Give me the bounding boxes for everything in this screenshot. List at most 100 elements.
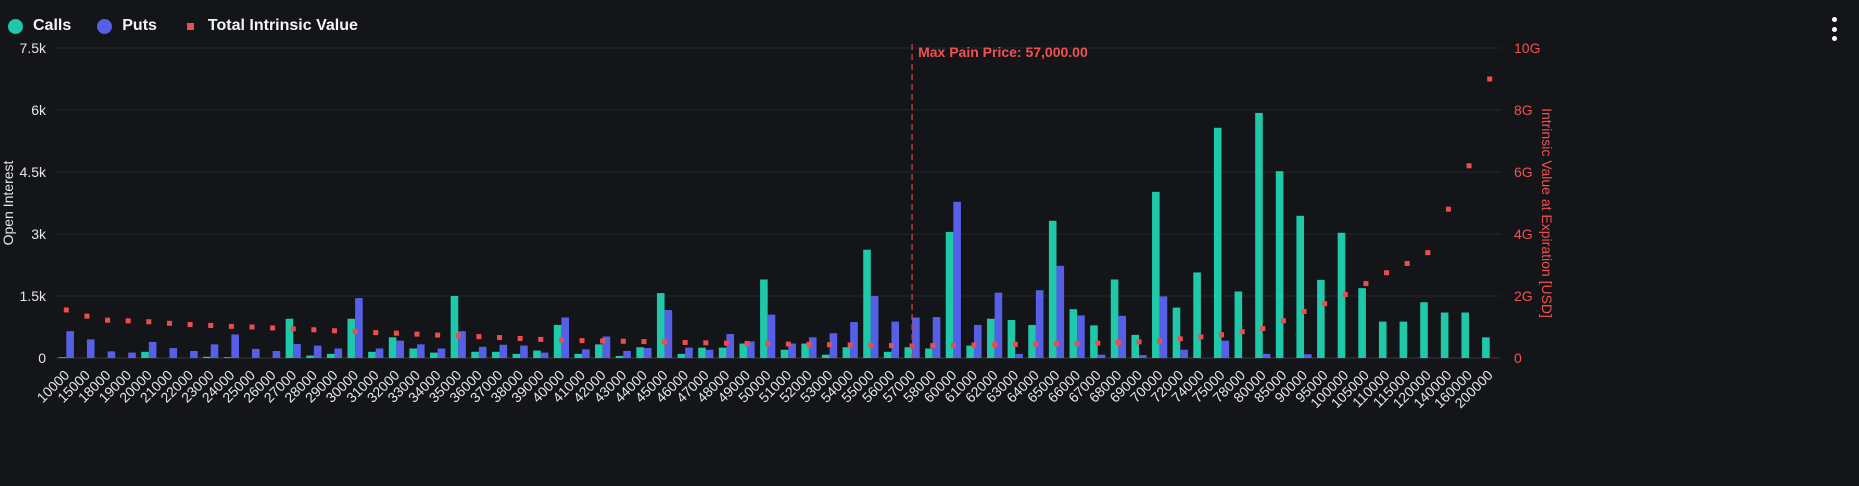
calls-bar [760,279,768,358]
puts-bar [520,345,528,358]
puts-bar [623,350,631,358]
puts-legend-label: Puts [122,17,157,34]
intrinsic-value-point [1177,336,1183,342]
puts-bar [829,333,838,358]
intrinsic-value-point [682,340,688,345]
bars [58,112,1490,358]
intrinsic-value-point [703,340,709,346]
intrinsic-value-point [1487,76,1493,82]
intrinsic-value-point [1115,340,1121,345]
calls-bar [306,355,314,358]
puts-bar [932,317,941,358]
intrinsic-value-point [868,342,874,348]
intrinsic-value-point [1136,339,1142,345]
puts-bar [994,292,1003,358]
intrinsic-value-point [1198,334,1204,340]
puts-bar [705,349,714,358]
puts-bar [602,336,611,358]
intrinsic-value-point [1466,163,1472,169]
puts-bar [870,296,879,358]
legend-item-total-intrinsic-value[interactable]: Total Intrinsic Value [183,17,358,35]
calls-bar [615,355,624,358]
calls-bar [1193,272,1201,358]
puts-bar [210,344,219,358]
intrinsic-value-point [249,324,255,330]
calls-bar [141,351,149,358]
intrinsic-value-point [1053,341,1059,347]
intrinsic-value-point [1384,270,1390,276]
puts-bar [375,348,384,358]
calls-bar [1255,112,1263,358]
calls-bar [1090,325,1098,358]
puts-bar [1262,353,1271,358]
calls-bar [966,345,974,358]
y-right-tick-label: 2G [1514,288,1533,304]
calls-bar [636,347,644,358]
intrinsic-value-point [847,342,853,348]
calls-bar [1028,324,1036,358]
intrinsic-value-point [105,317,111,323]
intrinsic-value-markers [63,76,1493,349]
puts-bar [1015,353,1023,358]
y-right-tick-label: 4G [1514,226,1533,242]
intrinsic-value-point [290,326,296,332]
puts-bar [190,350,198,358]
kebab-dot [1831,36,1837,41]
intrinsic-value-point [558,337,564,343]
intrinsic-value-point [125,318,131,324]
puts-bar [334,348,343,358]
puts-bar [726,334,735,358]
puts-bar [293,343,301,358]
puts-bar [1304,354,1312,358]
puts-bar [437,348,446,358]
intrinsic-value-point [600,338,606,344]
calls-bar [471,351,479,358]
puts-bar [1139,355,1147,358]
y-right-tick-label: 0 [1514,350,1522,366]
puts-bar [1159,296,1168,358]
calls-bar [533,350,541,358]
legend-item-puts[interactable]: Puts [97,17,157,35]
intrinsic-value-point [455,333,461,339]
intrinsic-value-point [1157,338,1163,344]
calls-bar [1337,232,1346,358]
puts-bar [747,341,755,358]
calls-bar [553,324,562,358]
puts-bar [973,324,982,358]
intrinsic-value-point [765,341,771,347]
calls-bar [1317,279,1325,358]
y-left-axis-title: Open Interest [0,160,16,245]
intrinsic-value-point [827,342,833,348]
puts-bar [355,298,363,358]
calls-bar [1461,312,1470,358]
puts-bar [231,334,239,358]
calls-bar [430,352,438,358]
calls-bar [1420,302,1428,358]
intrinsic-value-point [1280,318,1286,324]
calls-bar [368,351,376,358]
chart-menu-kebab-icon[interactable] [1827,17,1841,41]
intrinsic-value-point [1074,340,1080,346]
calls-bar [409,348,417,358]
puts-bar [1180,349,1188,358]
intrinsic-value-point [971,342,977,348]
calls-bar [1399,321,1408,358]
calls-bar [347,318,356,358]
calls-legend-marker [8,18,23,34]
y-right-tick-label: 6G [1514,164,1533,180]
calls-bar [1007,319,1016,358]
left-axis: 0 1.5k 3k 4.5k 6k 7.5k Open Interest [0,40,47,366]
puts-bar [664,310,673,358]
calls-bar [883,351,892,358]
calls-bar [718,347,727,358]
puts-bar [272,350,281,358]
intrinsic-value-point [1301,309,1307,314]
intrinsic-value-point [806,341,812,347]
calls-bar [863,249,871,358]
legend-item-calls[interactable]: Calls [8,17,71,35]
intrinsic-value-point [620,338,626,344]
intrinsic-value-point [723,340,729,346]
intrinsic-value-point [785,341,791,347]
calls-bar [945,231,954,358]
